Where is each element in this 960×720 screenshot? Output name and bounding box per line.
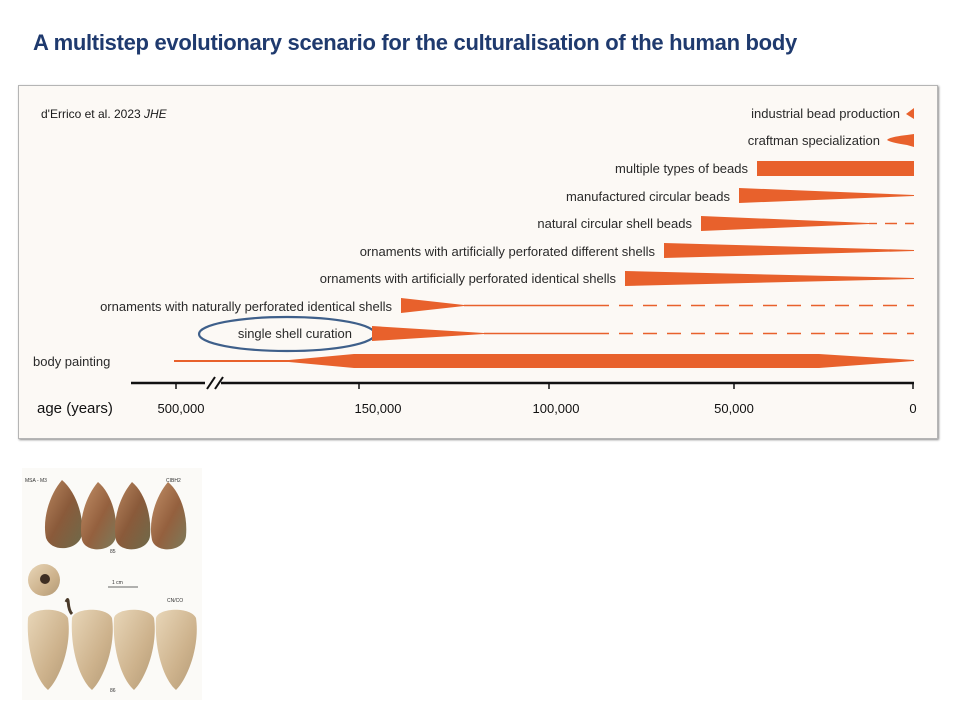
trait-label-body-painting: body painting	[33, 354, 110, 369]
bar-manufactured-circular-beads	[739, 188, 914, 203]
bar-ornaments-artificially-perforated-identical	[625, 271, 914, 286]
shell-icon	[80, 482, 117, 550]
bar-ornaments-naturally-perforated-identical-wedge	[401, 298, 464, 313]
shell-icon	[113, 609, 155, 690]
trait-label-industrial-bead-production: industrial bead production	[751, 106, 900, 121]
bar-body-painting	[174, 354, 914, 368]
trait-label-single-shell-curation: single shell curation	[238, 326, 352, 341]
photo-label-fig-a: 85	[110, 549, 116, 555]
axis-label: age (years)	[37, 400, 113, 417]
tick-label-0: 0	[909, 401, 916, 416]
trait-label-ornaments-artificially-perforated-identical: ornaments with artificially perforated i…	[320, 271, 617, 286]
citation-journal: JHE	[143, 107, 168, 121]
axis-break-mark-2	[214, 376, 224, 390]
trait-label-ornaments-artificially-perforated-different: ornaments with artificially perforated d…	[360, 244, 656, 259]
photo-label-top-right: CIBH2	[166, 478, 181, 484]
bar-industrial-bead-production	[906, 108, 914, 119]
shell-icon	[71, 609, 113, 690]
photo-label-fig-b: 86	[110, 688, 116, 694]
shell-icon	[150, 482, 187, 550]
timeline-diagram: d'Errico et al. 2023 JHE industrial bead…	[33, 106, 917, 417]
trait-label-natural-circular-shell-beads: natural circular shell beads	[537, 216, 692, 231]
shell-photo-illustration: MSA - M3 CIBH2 1 cm CN/CO 85 86	[25, 478, 197, 694]
trait-label-multiple-types-of-beads: multiple types of beads	[615, 161, 748, 176]
trait-label-ornaments-naturally-perforated-identical: ornaments with naturally perforated iden…	[100, 299, 392, 314]
bar-natural-circular-shell-beads	[701, 216, 869, 231]
bar-multiple-types-of-beads	[757, 161, 914, 176]
bead-hole-icon	[40, 574, 50, 584]
tick-label-500000: 500,000	[158, 401, 205, 416]
bar-single-shell-curation-wedge	[372, 326, 484, 341]
bar-craftman-specialization	[887, 134, 914, 147]
photo-label-mid-right: CN/CO	[167, 598, 183, 604]
timeline-figure: d'Errico et al. 2023 JHE industrial bead…	[18, 85, 938, 439]
tick-label-150000: 150,000	[355, 401, 402, 416]
shell-icon	[114, 482, 151, 550]
tick-label-50000: 50,000	[714, 401, 754, 416]
photo-label-scale: 1 cm	[112, 580, 123, 586]
citation-authors: d'Errico et al. 2023	[41, 107, 144, 121]
shell-photo: MSA - M3 CIBH2 1 cm CN/CO 85 86	[22, 468, 202, 700]
bar-ornaments-artificially-perforated-different	[664, 243, 914, 258]
shell-icon	[155, 609, 197, 690]
slide-title: A multistep evolutionary scenario for th…	[33, 30, 797, 55]
tick-label-100000: 100,000	[533, 401, 580, 416]
shell-icon	[27, 609, 69, 690]
citation: d'Errico et al. 2023 JHE	[41, 107, 168, 121]
trait-label-craftman-specialization: craftman specialization	[748, 133, 880, 148]
time-axis: age (years) 500,000 150,000 100,000 50,0…	[37, 376, 917, 417]
photo-label-top-left: MSA - M3	[25, 478, 47, 484]
trait-label-manufactured-circular-beads: manufactured circular beads	[566, 189, 731, 204]
axis-break-mark-1	[206, 376, 216, 390]
shell-icon	[44, 480, 83, 549]
shell-aperture-icon	[64, 598, 74, 616]
